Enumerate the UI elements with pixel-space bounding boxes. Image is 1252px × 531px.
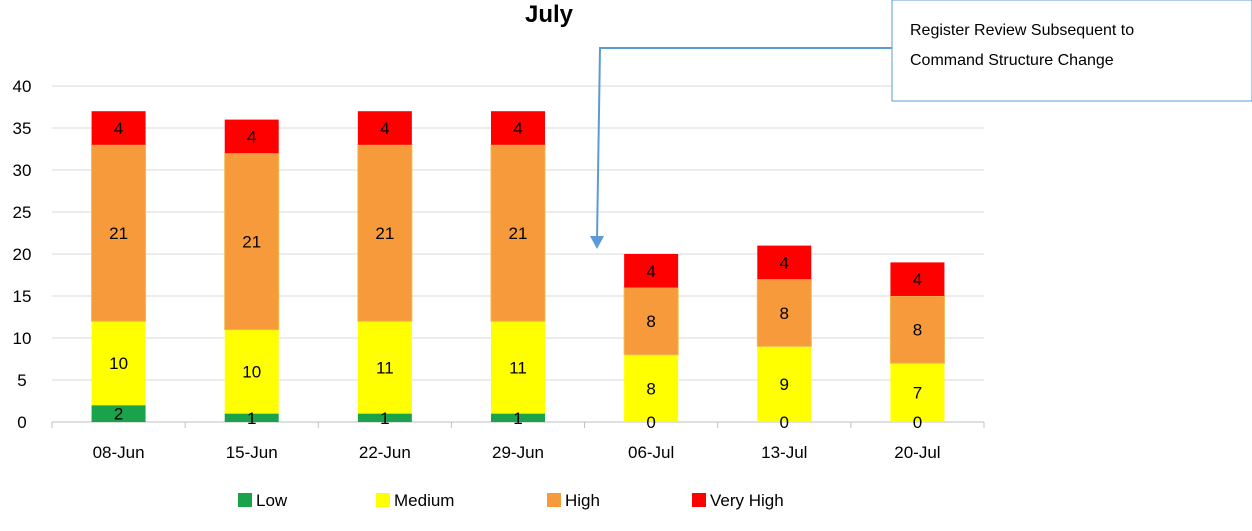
data-label: 21 [375,224,394,243]
y-tick-label: 5 [17,371,26,390]
data-label: 8 [646,312,655,331]
bar-segment-low [91,405,146,422]
legend: Low Medium High Very High [238,491,784,510]
bar-segment-low [224,413,279,422]
chart-title: July [525,1,574,28]
data-label: 21 [509,224,528,243]
legend-swatch [692,493,706,507]
data-label: 1 [513,409,522,428]
data-label: 0 [913,413,922,432]
data-label: 10 [109,354,128,373]
callout-arrow-line [596,47,892,241]
bar-segment-low [491,413,545,422]
legend-label: High [565,491,600,510]
data-label: 4 [513,119,522,138]
annotation-callout: Register Review Subsequent to Command St… [590,0,1252,249]
legend-label: Very High [710,491,784,510]
bar-segment-medium [624,354,679,422]
data-label: 11 [376,358,394,377]
legend-item: High [547,491,600,510]
x-axis: 08-Jun 15-Jun 22-Jun 29-Jun 06-Jul 13-Jul 20-J… [51,421,985,462]
bar-segment-medium [357,321,412,414]
x-tick-label: 22-Jun [359,443,411,462]
bar-segment-medium [890,363,945,422]
bar-segment-medium [91,321,146,406]
data-label: 0 [780,413,789,432]
y-tick-label: 20 [13,245,32,264]
data-label: 0 [646,413,655,432]
bar-segment-very-high [357,111,412,145]
bar-segment-high [756,278,812,347]
callout-arrowhead [590,236,604,249]
callout-box [891,0,1252,102]
data-label: 4 [247,127,256,146]
bar-segment-high [357,144,413,322]
data-label: 8 [646,379,655,398]
legend-swatch [238,493,252,507]
bar-segment-very-high [890,262,945,296]
legend-item: Medium [376,491,454,510]
bar-segment-very-high [91,111,146,145]
bar-segment-medium [491,321,545,414]
y-tick-label: 25 [13,203,32,222]
y-tick-label: 40 [13,77,32,96]
data-label: 4 [380,119,389,138]
data-label: 21 [109,224,128,243]
data-label: 4 [114,119,123,138]
data-label: 2 [114,405,123,424]
bar-segment-very-high [624,254,679,288]
data-label: 1 [247,409,256,428]
data-label: 4 [913,270,922,289]
data-label: 21 [242,232,261,251]
x-tick-label: 06-Jul [628,443,674,462]
y-axis: 0 5 10 15 20 25 30 35 40 [13,77,32,432]
bar-segment-high [91,144,147,322]
x-tick-label: 15-Jun [226,443,278,462]
bars [91,111,945,422]
bar-segment-very-high [757,245,812,280]
callout-line-1: Register Review Subsequent to [910,22,1134,39]
bar-segment-low [357,413,412,422]
data-label: 1 [380,409,389,428]
bar-segment-high [623,287,679,356]
bar-segment-very-high [491,111,545,145]
x-tick-label: 13-Jul [761,443,807,462]
bar-segment-very-high [224,119,279,154]
data-label: 8 [913,321,922,340]
legend-swatch [547,493,561,507]
x-tick-label: 20-Jul [894,443,940,462]
data-label: 9 [780,375,789,394]
data-label: 11 [509,358,527,377]
y-tick-label: 0 [17,413,26,432]
x-tick-label: 08-Jun [93,443,145,462]
bar-segment-high [889,295,945,364]
legend-swatch [376,493,390,507]
data-label: 10 [242,363,261,382]
legend-item: Very High [692,491,784,510]
data-label: 4 [646,262,655,281]
legend-label: Low [256,491,288,510]
data-label: 8 [780,304,789,323]
bar-segment-high [224,152,280,331]
data-label: 7 [913,384,922,403]
legend-label: Medium [394,491,454,510]
callout-line-2: Command Structure Change [910,52,1114,69]
y-tick-label: 35 [13,119,32,138]
x-tick-label: 29-Jun [492,443,544,462]
y-tick-label: 15 [13,287,32,306]
data-label: 4 [780,253,789,272]
legend-item: Low [238,491,288,510]
y-tick-label: 30 [13,161,32,180]
bar-segment-medium [224,329,279,414]
bar-segment-medium [757,346,812,422]
y-tick-label: 10 [13,329,32,348]
bar-segment-high [490,144,546,322]
